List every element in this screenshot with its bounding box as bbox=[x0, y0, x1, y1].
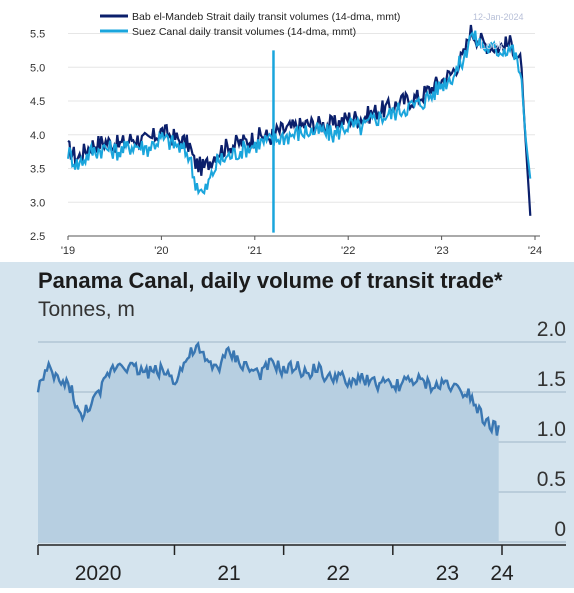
chart-title: Panama Canal, daily volume of transit tr… bbox=[38, 268, 503, 293]
bottom-y-tick-label: 2.0 bbox=[537, 318, 566, 341]
top-x-tick-label: '21 bbox=[248, 245, 262, 257]
bottom-x-tick-label: 2020 bbox=[75, 562, 122, 585]
top-x-tick-label: '23 bbox=[434, 245, 448, 257]
top-y-tick-label: 3.5 bbox=[30, 164, 45, 176]
top-y-tick-label: 3.0 bbox=[30, 197, 45, 209]
top-y-tick-label: 5.0 bbox=[30, 62, 45, 74]
bottom-series-line bbox=[36, 340, 500, 436]
bottom-chart-panel: 0 0.5 1.0 1.5 2.0 2020 21 22 23 24 bbox=[0, 262, 574, 588]
top-y-tick-label: 5.5 bbox=[30, 29, 45, 41]
top-y-tick-label: 4.5 bbox=[30, 96, 45, 108]
chart-subtitle: Tonnes, m bbox=[38, 298, 135, 321]
bottom-y-tick-label: 0 bbox=[554, 518, 566, 541]
top-y-tick-label: 4.0 bbox=[30, 130, 45, 142]
legend-label-1: Suez Canal daily transit volumes (14-dma… bbox=[132, 26, 356, 38]
top-series-line-1 bbox=[67, 30, 532, 196]
top-y-tick-label: 2.5 bbox=[30, 231, 45, 243]
bottom-x-tick-label: 22 bbox=[327, 562, 350, 585]
top-series-line-0 bbox=[67, 24, 532, 216]
bottom-x-tick-label: 24 bbox=[490, 562, 514, 585]
top-x-tick-label: '20 bbox=[154, 245, 168, 257]
top-x-tick-label: '19 bbox=[61, 245, 75, 257]
bottom-y-tick-label: 1.5 bbox=[537, 368, 566, 391]
bottom-y-tick-label: 0.5 bbox=[537, 468, 566, 491]
bottom-y-tick-label: 1.0 bbox=[537, 418, 566, 441]
top-x-tick-label: '22 bbox=[341, 245, 355, 257]
top-chart-panel: 2.5 3.0 3.5 4.0 4.5 5.0 5.5 '19 '20 '21 '22 '23 '24 B… bbox=[0, 0, 574, 262]
bottom-area-fill bbox=[38, 343, 499, 542]
watermark-text: Look bbox=[480, 40, 504, 52]
top-x-tick-label: '24 bbox=[528, 245, 542, 257]
bottom-x-tick-label: 23 bbox=[436, 562, 459, 585]
top-chart-svg: 2.5 3.0 3.5 4.0 4.5 5.0 5.5 '19 '20 '21 '22 '23 '24 B… bbox=[30, 11, 542, 257]
bottom-x-tick-label: 21 bbox=[217, 562, 240, 585]
bottom-chart-svg: 0 0.5 1.0 1.5 2.0 2020 21 22 23 24 bbox=[36, 318, 566, 585]
legend-label-0: Bab el-Mandeb Strait daily transit volum… bbox=[132, 11, 400, 23]
watermark-date: 12-Jan-2024 bbox=[473, 12, 524, 22]
